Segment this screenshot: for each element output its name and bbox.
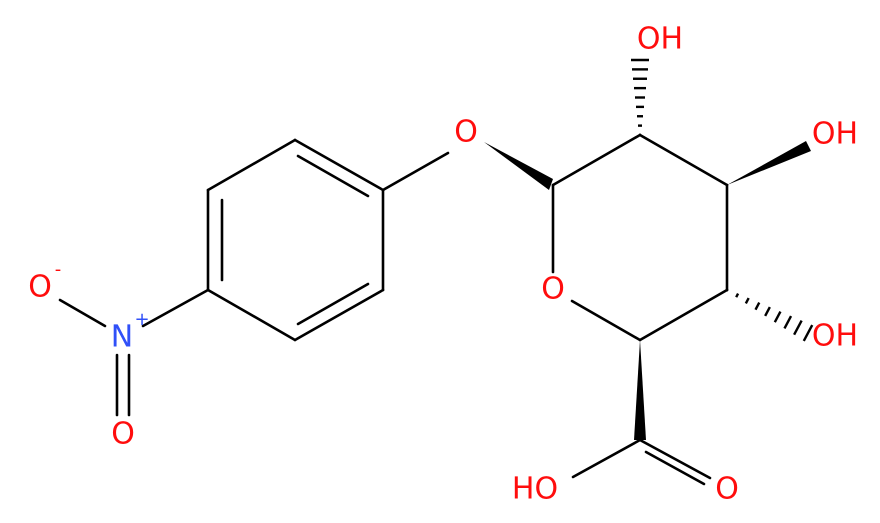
bond	[644, 450, 706, 486]
hash-line	[725, 288, 729, 292]
hash-line	[764, 306, 771, 317]
wedge-bond	[634, 340, 646, 440]
bond	[638, 133, 729, 187]
hash-line	[773, 311, 782, 323]
hash-line	[802, 324, 814, 342]
bond-inner	[296, 282, 370, 326]
bonds	[58, 58, 814, 486]
hashed-bonds	[631, 58, 814, 342]
hash-line	[783, 315, 793, 329]
atom-charge: +	[134, 309, 149, 330]
hash-line	[744, 297, 750, 304]
bond	[570, 299, 642, 342]
atom-charge: -	[55, 259, 62, 280]
atom-label: OH	[637, 22, 683, 57]
atom-label: O	[111, 417, 135, 452]
bond	[638, 438, 712, 480]
atom-label: O	[454, 115, 478, 150]
bond	[58, 298, 107, 328]
atom-labels: O OH OH OH O HO O O - N + O	[28, 22, 858, 507]
atom-label: O	[715, 472, 739, 507]
bond	[206, 138, 297, 192]
bond	[381, 151, 450, 192]
hash-line	[735, 293, 740, 298]
hash-line	[754, 302, 761, 311]
atom-label: HO	[512, 472, 558, 507]
atom-label: O	[541, 272, 565, 307]
atom-label: N	[111, 320, 133, 355]
atom-label: O	[28, 270, 52, 305]
bond-inner	[296, 154, 370, 198]
atom-label: OH	[812, 319, 858, 354]
bond	[551, 133, 642, 187]
bond	[293, 138, 385, 192]
bond	[638, 288, 729, 342]
wedge-bond	[484, 142, 553, 190]
hash-line	[793, 319, 803, 336]
wedge-bond	[727, 141, 811, 185]
bond	[293, 288, 385, 342]
bond	[206, 288, 297, 342]
atom-label: OH	[812, 117, 858, 152]
bond	[141, 288, 210, 328]
bond	[571, 438, 642, 479]
